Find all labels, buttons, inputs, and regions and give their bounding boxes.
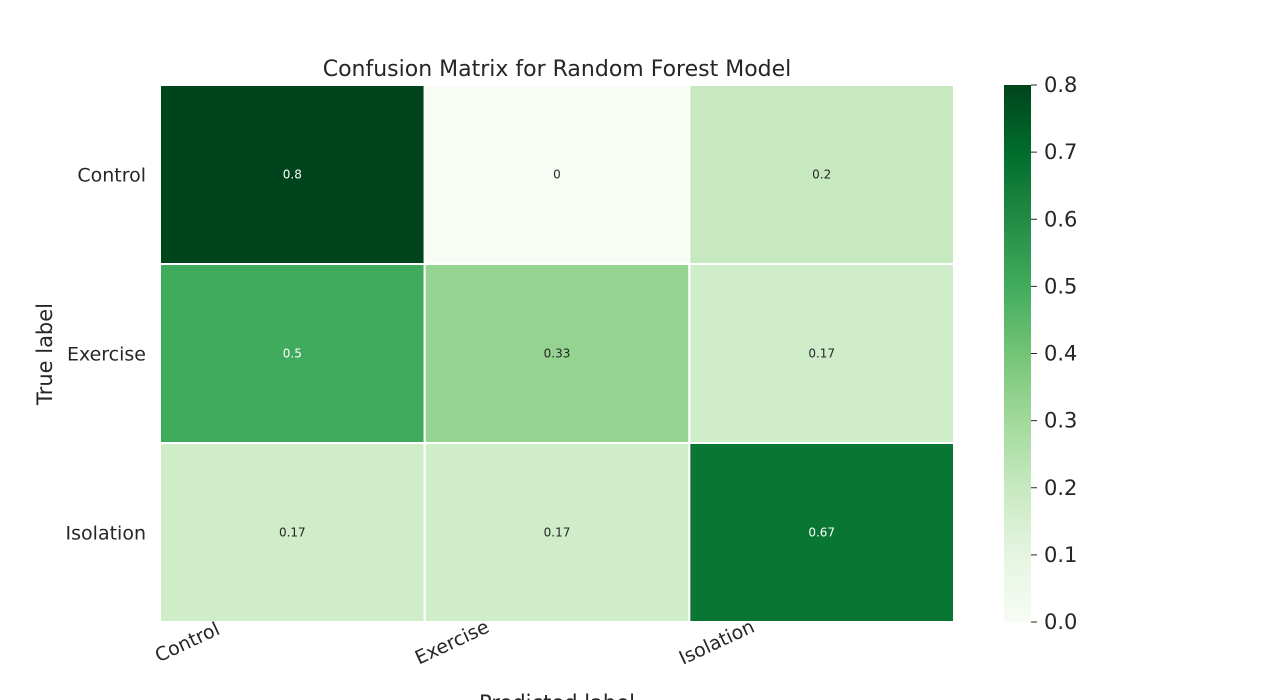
- heatmap-cell: [688, 442, 956, 623]
- y-tick-label: Isolation: [66, 523, 146, 545]
- y-tick-label: Exercise: [67, 344, 146, 366]
- colorbar-tick-label: 0.8: [1044, 73, 1077, 97]
- colorbar-tick-label: 0.6: [1044, 207, 1077, 231]
- cell-value-label: 0.8: [283, 168, 302, 182]
- colorbar-tick-label: 0.0: [1044, 610, 1077, 634]
- colorbar-tick-label: 0.4: [1044, 342, 1077, 366]
- heatmap-cell: [159, 263, 426, 444]
- cell-value-label: 0: [553, 168, 561, 182]
- heatmap-cell: [423, 442, 691, 623]
- x-tick-label: Exercise: [412, 616, 493, 669]
- cell-value-label: 0.67: [808, 526, 835, 540]
- cell-value-label: 0.33: [544, 347, 571, 361]
- cell-value-label: 0.17: [544, 526, 571, 540]
- x-tick-labels: Control Exercise Isolation: [152, 616, 758, 670]
- heatmap-cell: [159, 84, 426, 265]
- heatmap-cell: [688, 84, 956, 265]
- x-tick-label: Control: [152, 618, 224, 667]
- y-axis-label: True label: [33, 303, 57, 406]
- x-axis-label: Predicted label: [479, 691, 635, 700]
- cell-value-label: 0.17: [808, 347, 835, 361]
- chart-title: Confusion Matrix for Random Forest Model: [323, 57, 792, 82]
- colorbar-tick-label: 0.5: [1044, 274, 1077, 298]
- y-tick-labels: Control Exercise Isolation: [66, 165, 146, 545]
- cell-value-label: 0.2: [812, 168, 831, 182]
- colorbar-tick-label: 0.2: [1044, 476, 1077, 500]
- colorbar-tick-label: 0.7: [1044, 140, 1077, 164]
- colorbar: [1004, 85, 1031, 622]
- y-tick-label: Control: [77, 165, 146, 187]
- cell-value-label: 0.5: [283, 347, 302, 361]
- heatmap-cell: [159, 442, 426, 623]
- heatmap-cell: [688, 263, 956, 444]
- colorbar-ticks: 0.0 0.1 0.2 0.3 0.4 0.5 0.6 0.7 0.8: [1031, 73, 1077, 634]
- heatmap-cell: [423, 263, 691, 444]
- heatmap-cells: 0.8 0 0.2 0.5 0.33 0.17 0.17 0.17 0.67: [159, 84, 956, 623]
- x-tick-label: Isolation: [676, 616, 758, 670]
- cell-value-label: 0.17: [279, 526, 306, 540]
- heatmap-cell: [423, 84, 691, 265]
- colorbar-tick-label: 0.1: [1044, 543, 1077, 567]
- colorbar-tick-label: 0.3: [1044, 409, 1077, 433]
